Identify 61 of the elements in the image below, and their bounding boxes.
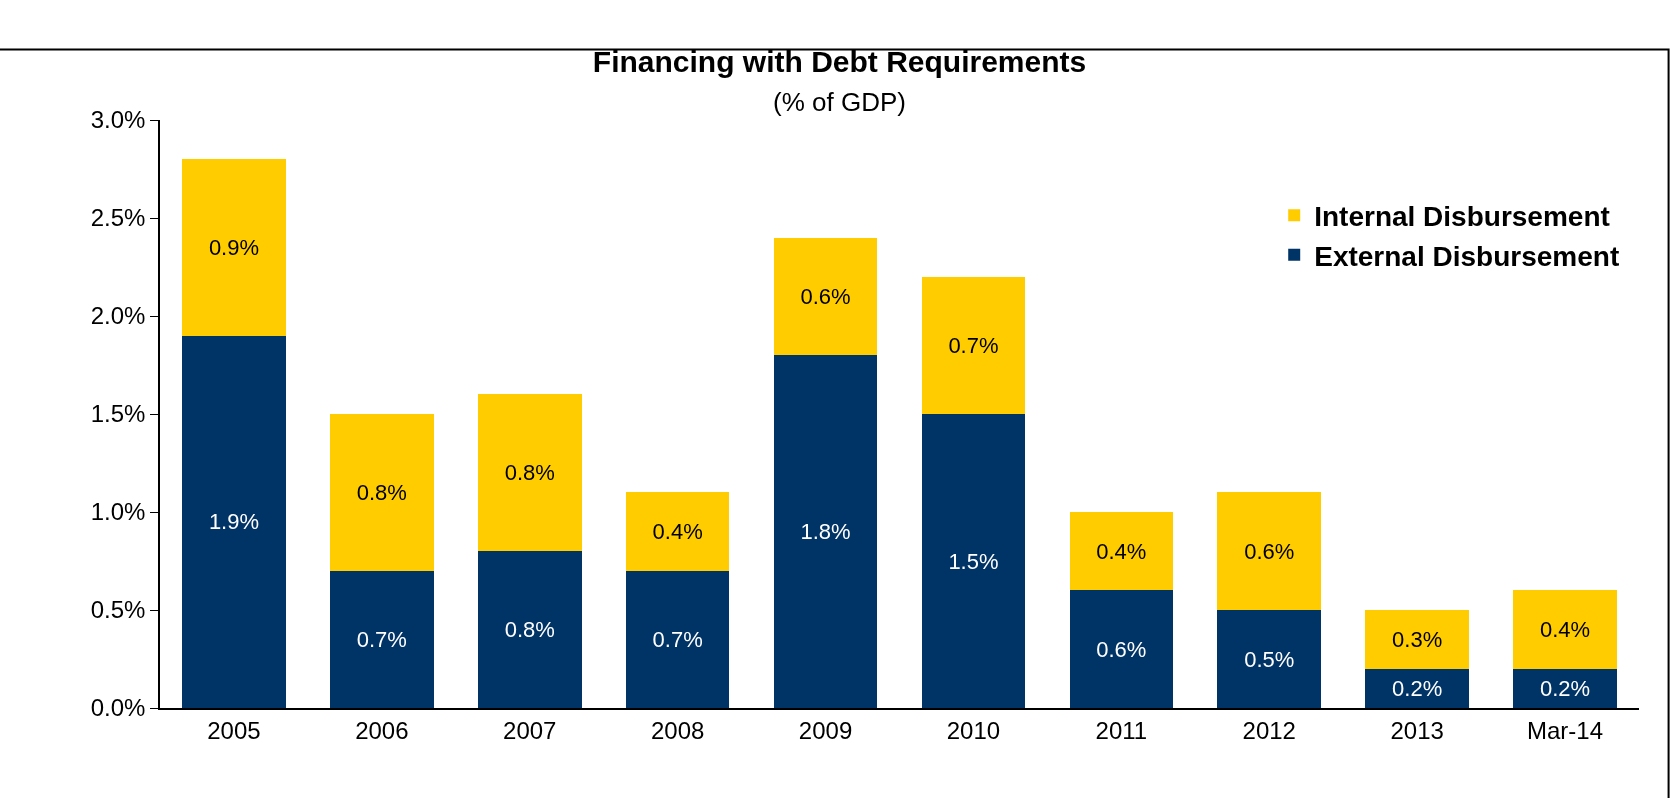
bar [1365,668,1469,708]
chart-title: Financing with Debt Requirements [592,44,1087,78]
data-label: 0.7% [356,626,407,652]
bar [477,394,582,552]
data-label: 0.8% [356,479,407,505]
data-label: 1.8% [800,519,851,545]
data-label: 1.5% [948,548,999,574]
y-tick-label: 2.0% [90,302,146,330]
x-tick-label: 2007 [503,716,557,744]
data-label: 0.2% [1392,675,1443,701]
bar [1069,512,1174,591]
data-label: 0.4% [1539,617,1591,643]
data-label: 0.7% [652,626,703,652]
x-tick-label: 2008 [650,716,705,744]
y-tick-label: 1.5% [90,400,146,428]
bar [625,492,730,571]
data-label: 0.9% [208,234,260,260]
bar [1217,492,1322,610]
x-tick-label: 2013 [1390,716,1444,744]
x-tick-label: Mar-14 [1527,716,1604,744]
data-label: 0.7% [948,332,999,358]
data-label: 0.6% [1244,538,1295,564]
bar [921,414,1026,708]
legend-label: Internal Disbursement [1314,201,1610,233]
bar [477,551,582,708]
y-tick-label: 0.0% [90,694,146,722]
bar [773,355,878,708]
bar [1365,610,1469,669]
y-tick-label: 1.0% [90,498,146,526]
bar [625,570,730,708]
data-label: 0.6% [800,283,851,309]
bar [1513,668,1617,708]
x-tick-label: 2006 [355,716,409,744]
x-tick-label: 2005 [207,716,261,744]
x-tick-label: 2010 [946,716,1001,744]
data-label: 0.2% [1539,675,1591,701]
data-label: 0.6% [1096,636,1147,662]
bar [921,276,1026,414]
data-label: 0.5% [1244,646,1295,672]
x-tick-label: 2009 [798,716,853,744]
x-tick-label: 2012 [1242,716,1296,744]
data-label: 0.8% [504,617,555,643]
bar [1217,610,1322,708]
bar [182,335,286,708]
data-label: 0.8% [504,460,555,486]
data-label: 1.9% [208,509,260,535]
bar [182,159,286,336]
y-tick-label: 3.0% [90,106,146,134]
data-label: 0.3% [1392,626,1443,652]
legend-label: External Disbursement [1314,240,1620,272]
bar [330,414,434,571]
bar [773,237,878,356]
bar [1513,590,1617,669]
data-label: 0.4% [652,519,703,545]
x-tick-label: 2011 [1095,716,1148,744]
data-label: 0.4% [1096,538,1147,564]
y-tick-label: 2.5% [90,204,146,232]
y-tick-label: 0.5% [90,596,146,624]
chart-subtitle: (% of GDP) [773,86,906,117]
bar [1069,590,1174,708]
bar [330,570,434,708]
